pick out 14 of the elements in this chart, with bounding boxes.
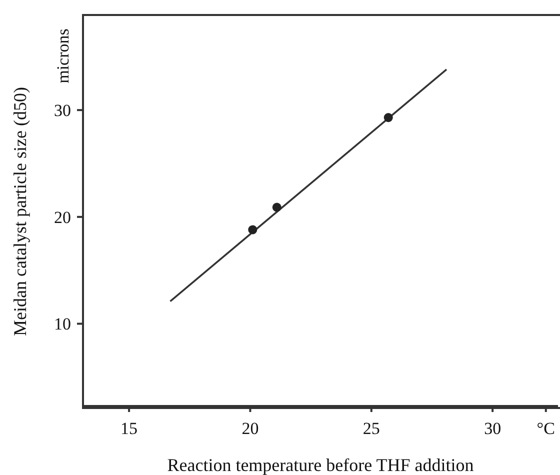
x-tick-label: °C <box>536 419 555 438</box>
text: microns <box>53 28 73 84</box>
x-tick-label: 15 <box>120 419 138 438</box>
x-tick-label: 20 <box>242 419 259 438</box>
y-tick-label: 30 <box>54 101 71 120</box>
point <box>248 225 258 234</box>
x-tick-label: 30 <box>484 419 502 438</box>
y-tick-label: 20 <box>54 208 71 227</box>
point <box>384 113 393 122</box>
x-axis-title: Reaction temperature before THF addition <box>167 455 474 475</box>
x-tick-label: 25 <box>362 419 380 438</box>
y-tick-label: 10 <box>54 314 71 334</box>
point <box>272 202 282 212</box>
y-axis-title: Meidan catalyst particle size (d50) <box>10 87 30 336</box>
